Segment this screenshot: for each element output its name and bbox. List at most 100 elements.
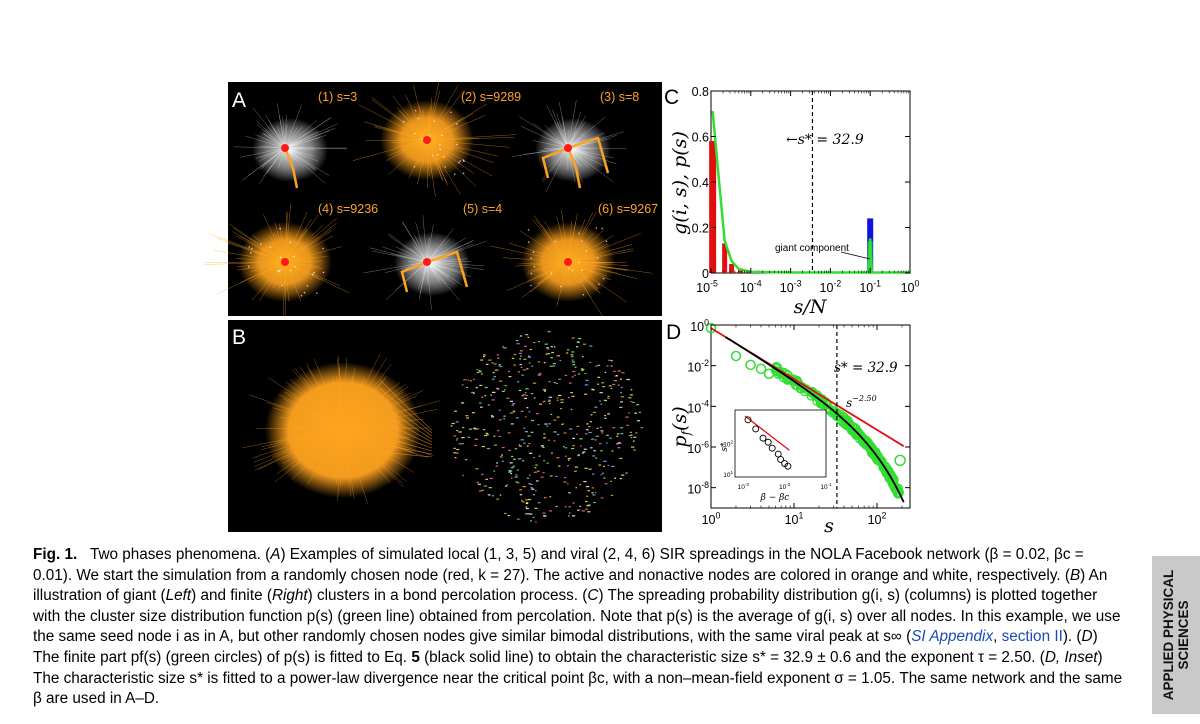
finite-cluster: [606, 365, 609, 367]
finite-cluster: [560, 401, 564, 404]
finite-cluster: [613, 380, 618, 382]
finite-cluster: [560, 399, 564, 401]
finite-cluster: [542, 401, 545, 403]
inactive-node: [453, 173, 456, 175]
finite-cluster: [525, 388, 529, 390]
finite-cluster: [484, 386, 488, 389]
seed-node: [281, 144, 289, 152]
finite-cluster: [518, 389, 522, 392]
finite-cluster: [564, 506, 567, 508]
finite-cluster: [528, 355, 530, 357]
finite-cluster: [607, 413, 610, 415]
y-tick-label: 0.8: [692, 85, 709, 99]
finite-cluster: [636, 420, 641, 422]
finite-cluster: [493, 376, 496, 378]
finite-cluster: [501, 446, 505, 449]
finite-cluster: [594, 439, 597, 441]
inactive-node: [458, 161, 460, 164]
finite-cluster: [571, 351, 575, 353]
finite-cluster: [508, 449, 511, 452]
panel-d-frame: [710, 324, 911, 509]
finite-cluster: [590, 447, 593, 449]
finite-cluster: [461, 437, 465, 439]
caption-text: ) The characteristic size s* is fitted t…: [33, 648, 1123, 708]
finite-cluster: [532, 494, 536, 496]
inactive-node: [439, 144, 441, 146]
finite-cluster: [600, 450, 603, 452]
finite-cluster: [485, 363, 489, 365]
y-tick-label: 0.6: [692, 131, 709, 145]
finite-cluster: [599, 426, 602, 428]
finite-cluster: [586, 429, 589, 431]
green-circle: [876, 455, 886, 465]
finite-cluster: [603, 417, 607, 419]
finite-cluster: [491, 362, 494, 364]
finite-cluster: [629, 394, 633, 396]
caption-link[interactable]: section II: [1001, 628, 1063, 646]
finite-cluster: [482, 429, 486, 431]
finite-cluster: [470, 380, 472, 382]
finite-cluster: [542, 446, 545, 449]
finite-cluster: [570, 354, 574, 356]
finite-cluster: [494, 369, 499, 371]
finite-cluster: [499, 494, 502, 496]
finite-cluster: [521, 395, 524, 397]
finite-cluster: [507, 370, 510, 373]
finite-cluster: [511, 357, 515, 359]
finite-cluster: [616, 435, 619, 437]
inactive-node: [602, 277, 605, 280]
finite-cluster: [592, 494, 596, 496]
inactive-node: [313, 271, 315, 274]
finite-cluster: [609, 437, 612, 439]
finite-cluster: [479, 384, 483, 387]
inactive-node: [322, 271, 325, 274]
finite-cluster: [572, 370, 576, 373]
section-sidebar-tab[interactable]: APPLIED PHYSICAL SCIENCES: [1152, 556, 1200, 714]
bar-g-i-s: [729, 263, 735, 273]
inactive-node: [279, 227, 281, 230]
finite-cluster: [593, 501, 596, 504]
finite-cluster: [536, 470, 540, 472]
finite-cluster: [546, 462, 549, 464]
finite-cluster: [542, 389, 547, 391]
caption-link[interactable]: SI Appendix: [911, 628, 994, 646]
finite-cluster: [599, 392, 603, 394]
finite-cluster: [628, 397, 632, 399]
finite-cluster: [585, 485, 590, 488]
finite-cluster: [587, 490, 591, 492]
y-tick-label: 10-2: [687, 358, 709, 375]
finite-cluster: [520, 355, 522, 357]
finite-cluster: [625, 472, 628, 474]
finite-cluster: [473, 378, 475, 381]
finite-cluster: [462, 426, 465, 429]
finite-cluster: [598, 464, 602, 466]
inactive-node: [417, 117, 420, 119]
finite-cluster: [490, 394, 492, 396]
inactive-node: [596, 257, 599, 259]
caption-text: A: [270, 546, 281, 563]
finite-cluster: [502, 345, 504, 348]
inset-x-tick-label: 10-2: [779, 482, 791, 491]
finite-cluster: [581, 368, 585, 371]
inactive-node: [429, 135, 431, 137]
inactive-node: [554, 240, 557, 243]
finite-cluster: [567, 457, 571, 460]
finite-cluster: [514, 448, 518, 450]
finite-cluster: [575, 487, 578, 489]
finite-cluster: [544, 423, 548, 425]
inactive-node: [322, 247, 324, 250]
finite-cluster: [509, 400, 513, 402]
finite-cluster: [529, 348, 532, 351]
finite-cluster: [528, 442, 531, 445]
finite-cluster: [607, 395, 610, 397]
inactive-node: [300, 294, 303, 297]
inactive-node: [289, 241, 292, 244]
finite-cluster: [491, 378, 495, 380]
finite-cluster: [594, 491, 597, 494]
finite-cluster: [456, 437, 459, 440]
finite-cluster: [519, 335, 523, 337]
finite-cluster: [495, 387, 499, 389]
finite-cluster: [571, 337, 575, 339]
finite-cluster: [513, 458, 516, 460]
green-circle: [855, 430, 866, 440]
